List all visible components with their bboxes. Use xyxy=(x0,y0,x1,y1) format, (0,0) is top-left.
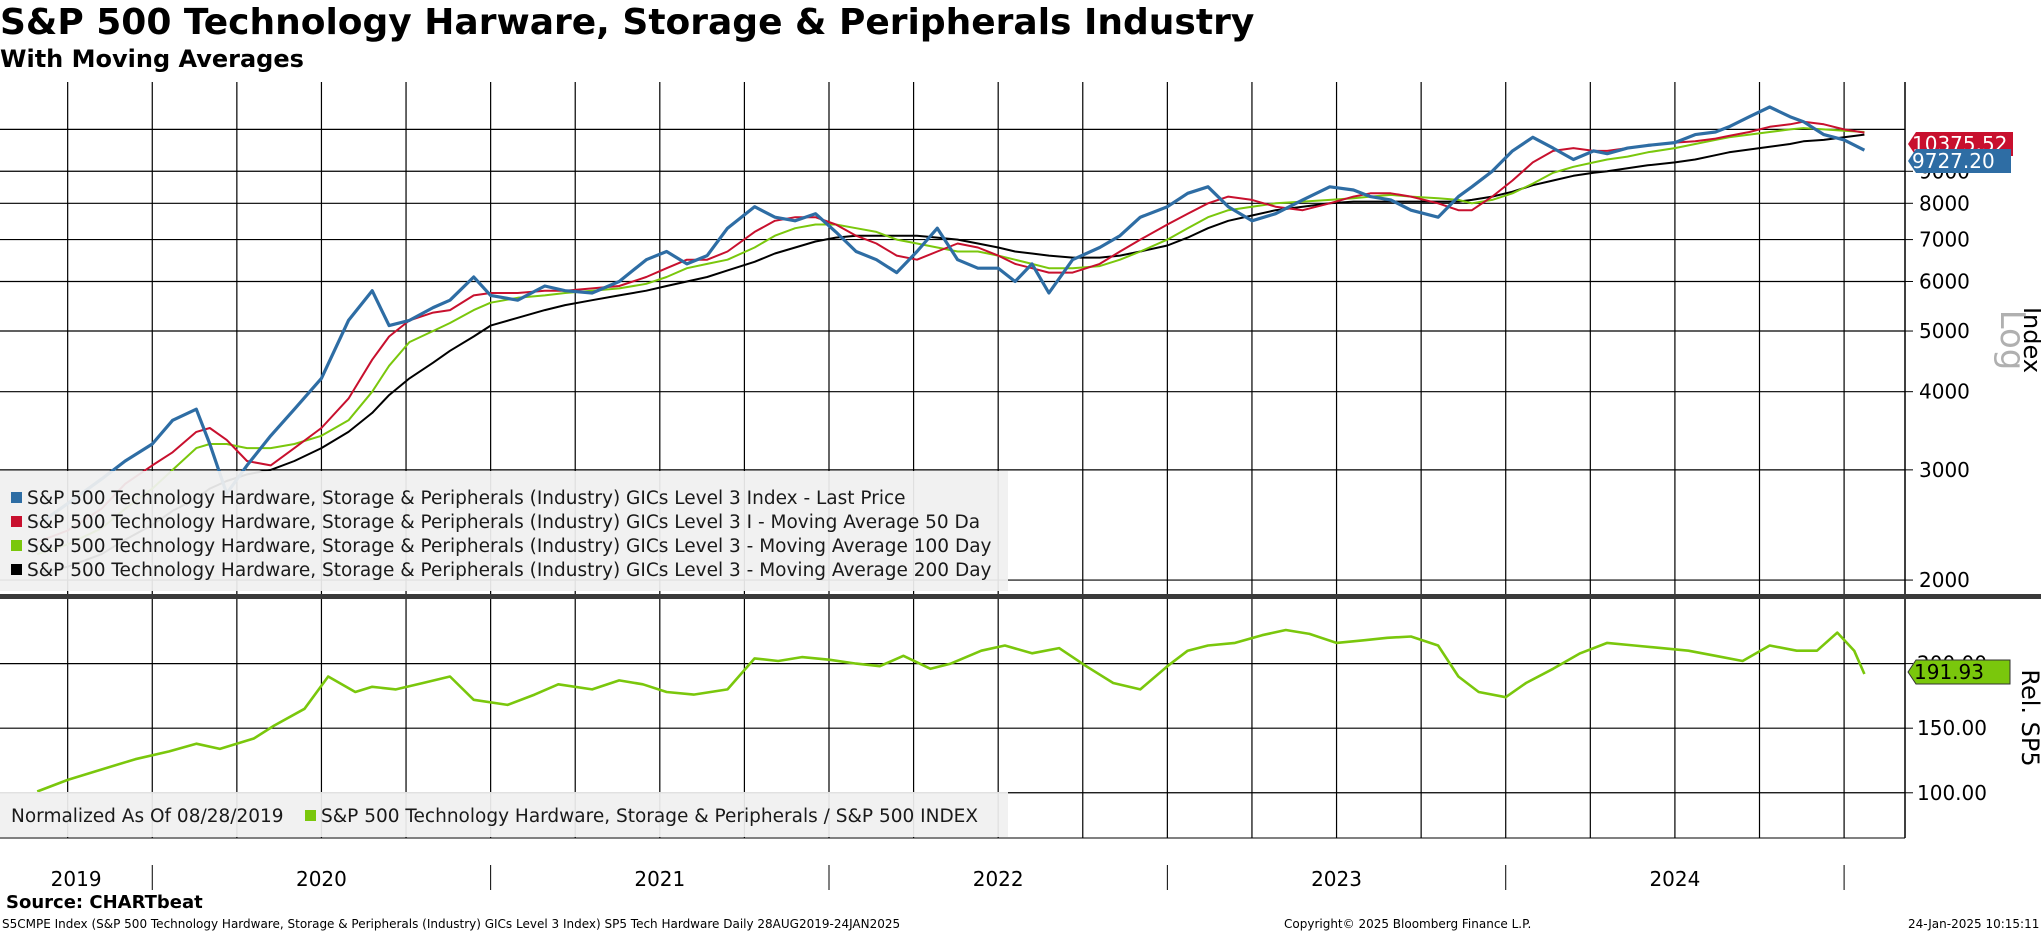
upper-tick-label: 2000 xyxy=(1919,568,1970,592)
legend-swatch-price xyxy=(11,492,22,503)
badge-relative-value: 191.93 xyxy=(1914,660,1984,684)
lower-tick-label: 100.00 xyxy=(1917,781,1987,805)
footer-timestamp: 24-Jan-2025 10:15:11 xyxy=(1908,917,2040,931)
legend-swatch-relative xyxy=(305,810,316,821)
x-year-label: 2020 xyxy=(296,867,347,891)
lower-tick-label: 150.00 xyxy=(1917,716,1987,740)
log-scale-label: Log xyxy=(1992,310,2032,371)
x-year-label: 2023 xyxy=(1311,867,1362,891)
panel-separator xyxy=(0,594,2041,599)
badge-price-shape xyxy=(1908,149,2011,173)
upper-axis-label: Index xyxy=(2018,307,2041,373)
legend-swatch-ma100 xyxy=(11,540,22,551)
lower-legend: Normalized As Of 08/28/2019 S&P 500 Tech… xyxy=(0,792,1008,837)
legend-item-ma50: S&P 500 Technology Hardware, Storage & P… xyxy=(27,512,980,533)
upper-tick-label: 5000 xyxy=(1919,319,1970,343)
lower-series xyxy=(36,628,1866,793)
badge-price-value: 9727.20 xyxy=(1912,149,1995,173)
upper-tick-label: 8000 xyxy=(1919,191,1970,215)
upper-legend-background xyxy=(0,471,1008,591)
upper-tick-label: 6000 xyxy=(1919,269,1970,293)
legend-item-ma100: S&P 500 Technology Hardware, Storage & P… xyxy=(27,536,992,557)
x-year-label: 2024 xyxy=(1649,867,1700,891)
legend-swatch-ma50 xyxy=(11,516,22,527)
x-axis: 2019 2020 2021 2022 2023 2024 xyxy=(0,837,1905,891)
upper-tick-label: 4000 xyxy=(1919,380,1970,404)
footer-copyright: Copyright© 2025 Bloomberg Finance L.P. xyxy=(1284,917,1532,931)
ma50-line xyxy=(36,120,1865,544)
price-line xyxy=(36,105,1866,527)
badge-relative-shape xyxy=(1907,659,2011,685)
footer-description: S5CMPE Index (S&P 500 Technology Hardwar… xyxy=(2,917,901,931)
x-year-label: 2022 xyxy=(973,867,1024,891)
x-year-label: 2021 xyxy=(634,867,685,891)
chart-subtitle: With Moving Averages xyxy=(0,45,304,73)
ma100-line xyxy=(36,127,1865,556)
legend-item-relative: S&P 500 Technology Hardware, Storage & P… xyxy=(321,806,978,827)
source-note: Source: CHARTbeat xyxy=(6,892,203,913)
ma200-line xyxy=(36,133,1865,575)
relative-line xyxy=(36,628,1866,793)
lower-legend-background xyxy=(0,792,1008,837)
legend-item-price: S&P 500 Technology Hardware, Storage & P… xyxy=(27,488,906,509)
legend-item-ma200: S&P 500 Technology Hardware, Storage & P… xyxy=(27,560,992,581)
legend-normalized-note: Normalized As Of 08/28/2019 xyxy=(11,806,284,827)
upper-y-ticks: 20003000400050006000700080009000 xyxy=(1905,159,1970,592)
badge-relative: 191.93 xyxy=(1907,659,2011,685)
upper-tick-label: 3000 xyxy=(1919,458,1970,482)
upper-series xyxy=(36,105,1866,575)
badge-price: 9727.20 xyxy=(1908,149,2011,173)
chart-title: S&P 500 Technology Harware, Storage & Pe… xyxy=(0,2,1255,43)
legend-swatch-ma200 xyxy=(11,564,22,575)
lower-axis-label: Rel. SP5 xyxy=(2016,669,2041,766)
upper-legend: S&P 500 Technology Hardware, Storage & P… xyxy=(0,471,1008,591)
upper-grid xyxy=(0,82,1906,838)
upper-tick-label: 7000 xyxy=(1919,228,1970,252)
x-year-label: 2019 xyxy=(51,867,102,891)
